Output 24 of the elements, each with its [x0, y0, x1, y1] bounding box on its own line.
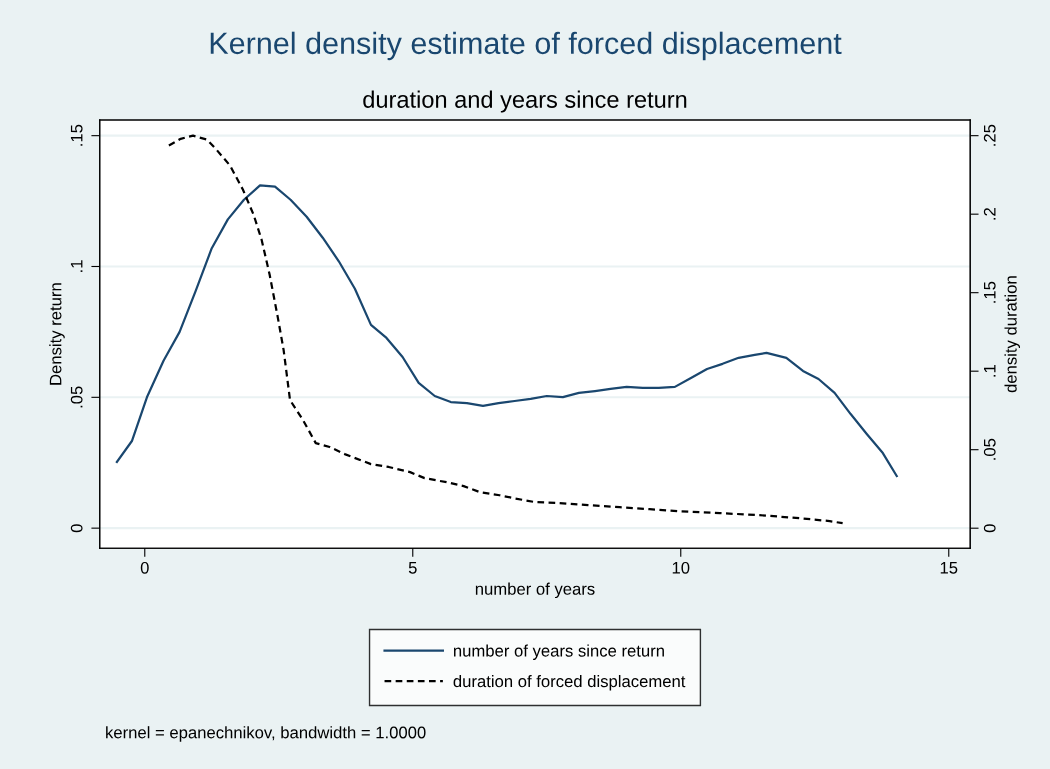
text: kernel = epanechnikov, bandwidth = 1.0000: [106, 726, 426, 742]
x-tick-label: 5: [408, 562, 417, 574]
line-series: [167, 134, 844, 525]
x-tick-label: 10: [672, 561, 690, 574]
y-axis-title: Density return: [49, 283, 65, 385]
legend-label: number of years since return: [453, 644, 664, 660]
y-tick-label: .05: [70, 386, 83, 408]
y2-tick-label: .25: [983, 124, 996, 146]
y2-tick-label: .2: [983, 208, 996, 220]
x-tick-label: 15: [940, 562, 958, 574]
y-tick-label: 0: [70, 524, 83, 533]
y-tick-label: .1: [70, 260, 83, 272]
y2-tick-label: .1: [984, 365, 996, 377]
chart-subtitle: duration and years since return: [363, 90, 687, 113]
y2-axis-title: density duration: [1004, 276, 1021, 393]
line-series: [115, 184, 898, 478]
y2-tick-label: .05: [983, 438, 996, 460]
chart-title: Kernel density estimate of forced displacement: [210, 31, 842, 61]
y-tick-label: .15: [70, 124, 83, 146]
y2-tick-label: 0: [983, 524, 996, 533]
legend-label: duration of forced displacement: [453, 674, 686, 691]
y2-tick-label: .15: [984, 281, 996, 303]
x-axis-title: number of years: [475, 582, 595, 599]
x-tick-label: 0: [140, 561, 149, 574]
